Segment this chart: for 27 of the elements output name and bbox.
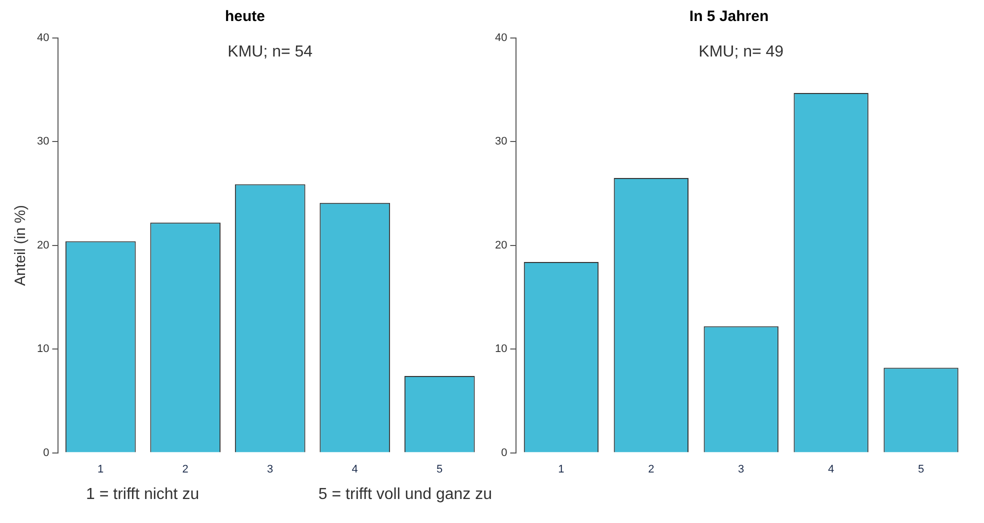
x-tick-label: 3 [267, 463, 274, 476]
y-tick-label: 40 [36, 32, 50, 44]
y-tick-label: 20 [494, 239, 508, 252]
x-tick-label: 1 [98, 463, 104, 476]
chart-title: In 5 Jahren [689, 8, 769, 26]
y-tick-label: 10 [494, 343, 508, 356]
x-tick-label: 2 [182, 463, 188, 476]
x-tick-label: 5 [436, 463, 443, 476]
y-tick-label: 40 [494, 32, 508, 44]
y-tick-label: 30 [494, 136, 508, 148]
y-tick-label: 0 [501, 446, 508, 459]
annotation: KMU; n= 54 [228, 43, 313, 60]
x-tick-label: 3 [738, 463, 744, 476]
x-tick-label: 1 [558, 463, 564, 476]
text: 5 = trifft voll und ganz zu [318, 486, 492, 505]
x-tick-label: 5 [918, 463, 924, 476]
chart-title: heute [224, 8, 266, 26]
x-tick-label: 2 [648, 463, 654, 476]
text: 1 = trifft nicht zu [86, 486, 200, 505]
x-tick-label: 4 [828, 463, 834, 476]
y-tick-label: 30 [36, 136, 50, 148]
x-tick-label: 4 [352, 463, 358, 476]
y-tick-label: 10 [36, 343, 50, 356]
annotation: KMU; n= 49 [698, 43, 784, 60]
y-tick-label: 20 [36, 239, 50, 252]
y-tick-label: 0 [43, 446, 50, 459]
y-axis-title: Anteil (in %) [12, 204, 30, 286]
